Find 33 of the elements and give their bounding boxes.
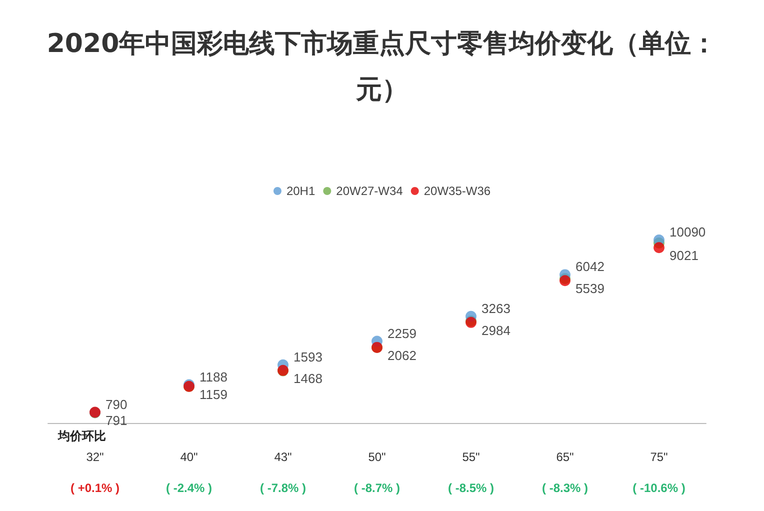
data-label: 1159	[200, 386, 228, 402]
x-tick-label: 50"	[368, 450, 386, 464]
data-label: 790	[106, 396, 128, 412]
text: ( -8.3% )	[542, 481, 588, 495]
text: ( +0.1% )	[70, 481, 120, 495]
legend-label: 20H1	[286, 184, 316, 198]
data-label: 5539	[576, 281, 604, 296]
x-tick-label: 75"	[650, 450, 668, 464]
text: 均价环比	[57, 429, 106, 443]
legend-label: 20W35-W36	[424, 184, 491, 198]
x-tick-label: 43"	[274, 450, 292, 464]
data-label: 2984	[482, 322, 510, 338]
data-label: 6042	[576, 259, 604, 274]
data-label: 1188	[200, 369, 228, 384]
text: ( -2.4% )	[166, 481, 212, 495]
x-tick-label: 55"	[462, 450, 480, 464]
text: ( -7.8% )	[260, 481, 306, 495]
data-label: 3263	[482, 300, 510, 316]
data-label: 10090	[670, 224, 706, 240]
text: ( -8.7% )	[354, 481, 400, 495]
data-label: 2259	[388, 326, 416, 341]
x-tick-label: 32"	[86, 450, 104, 464]
data-label: 1593	[294, 349, 322, 364]
data-label: 791	[106, 412, 128, 428]
text: ( -10.6% )	[632, 481, 686, 495]
text: ( -8.5% )	[448, 481, 494, 495]
legend-label: 20W27-W34	[336, 184, 404, 198]
chart-title: 2020年中国彩电线下市场重点尺寸零售均价变化（单位：元）	[46, 29, 718, 105]
x-tick-label: 65"	[556, 450, 574, 464]
data-label: 1468	[294, 370, 322, 386]
data-label: 9021	[670, 248, 698, 264]
data-label: 2062	[388, 348, 416, 363]
x-tick-label: 40"	[180, 450, 198, 464]
